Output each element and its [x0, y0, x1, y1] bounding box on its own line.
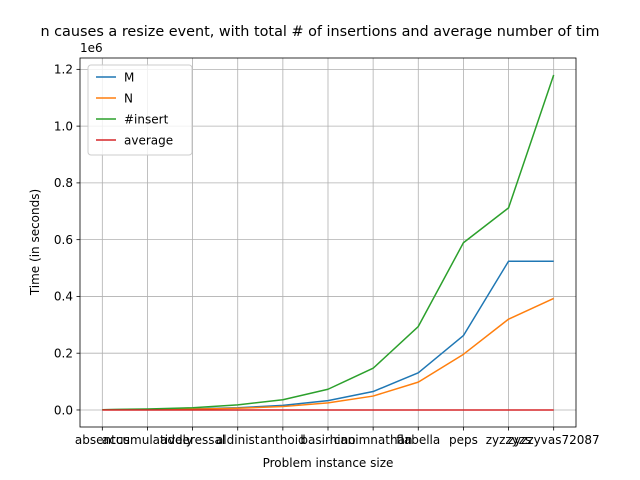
- x-tick-label: adderessal: [160, 433, 225, 447]
- x-tick-label: canimnathan: [334, 433, 413, 447]
- x-tick-label: accumulatively: [102, 433, 193, 447]
- x-tick-label: peps: [449, 433, 478, 447]
- y-tick-label: 0.8: [54, 176, 73, 190]
- legend-label: N: [124, 91, 133, 105]
- legend-label: #insert: [124, 112, 169, 126]
- x-axis-ticks: absentusaccumulativelyadderessalaldinist…: [75, 427, 600, 447]
- x-tick-label: anthoid: [260, 433, 306, 447]
- y-tick-label: 1.2: [54, 63, 73, 77]
- chart-title: n causes a resize event, with total # of…: [40, 24, 599, 40]
- y-tick-label: 0.0: [54, 403, 73, 417]
- y-axis-label: Time (in seconds): [28, 189, 42, 296]
- x-tick-label: aldinist: [216, 433, 260, 447]
- x-tick-label: zyzzyzs: [486, 433, 532, 447]
- x-axis-label: Problem instance size: [263, 456, 394, 470]
- y-scale-label: 1e6: [80, 41, 103, 55]
- legend: MN #insert average: [87, 64, 193, 156]
- series-lines: [102, 74, 555, 411]
- x-tick-label: zyzzyvas72087: [508, 433, 600, 447]
- x-tick-label: flabella: [396, 433, 440, 447]
- y-tick-label: 0.4: [54, 290, 73, 304]
- y-tick-label: 1.0: [54, 119, 73, 133]
- legend-label: M: [124, 70, 134, 84]
- grid: [80, 58, 576, 427]
- legend-label: average: [124, 133, 173, 147]
- x-tick-label: absentus: [75, 433, 130, 447]
- y-axis-ticks: 0.0 0.2 0.4 0.6 0.8 1.0 1.2: [54, 63, 80, 417]
- y-tick-label: 0.2: [54, 347, 73, 361]
- series-line-2: [102, 74, 555, 411]
- legend-box: [87, 64, 193, 156]
- x-tick-label: basirhino: [300, 433, 355, 447]
- y-tick-label: 0.6: [54, 233, 73, 247]
